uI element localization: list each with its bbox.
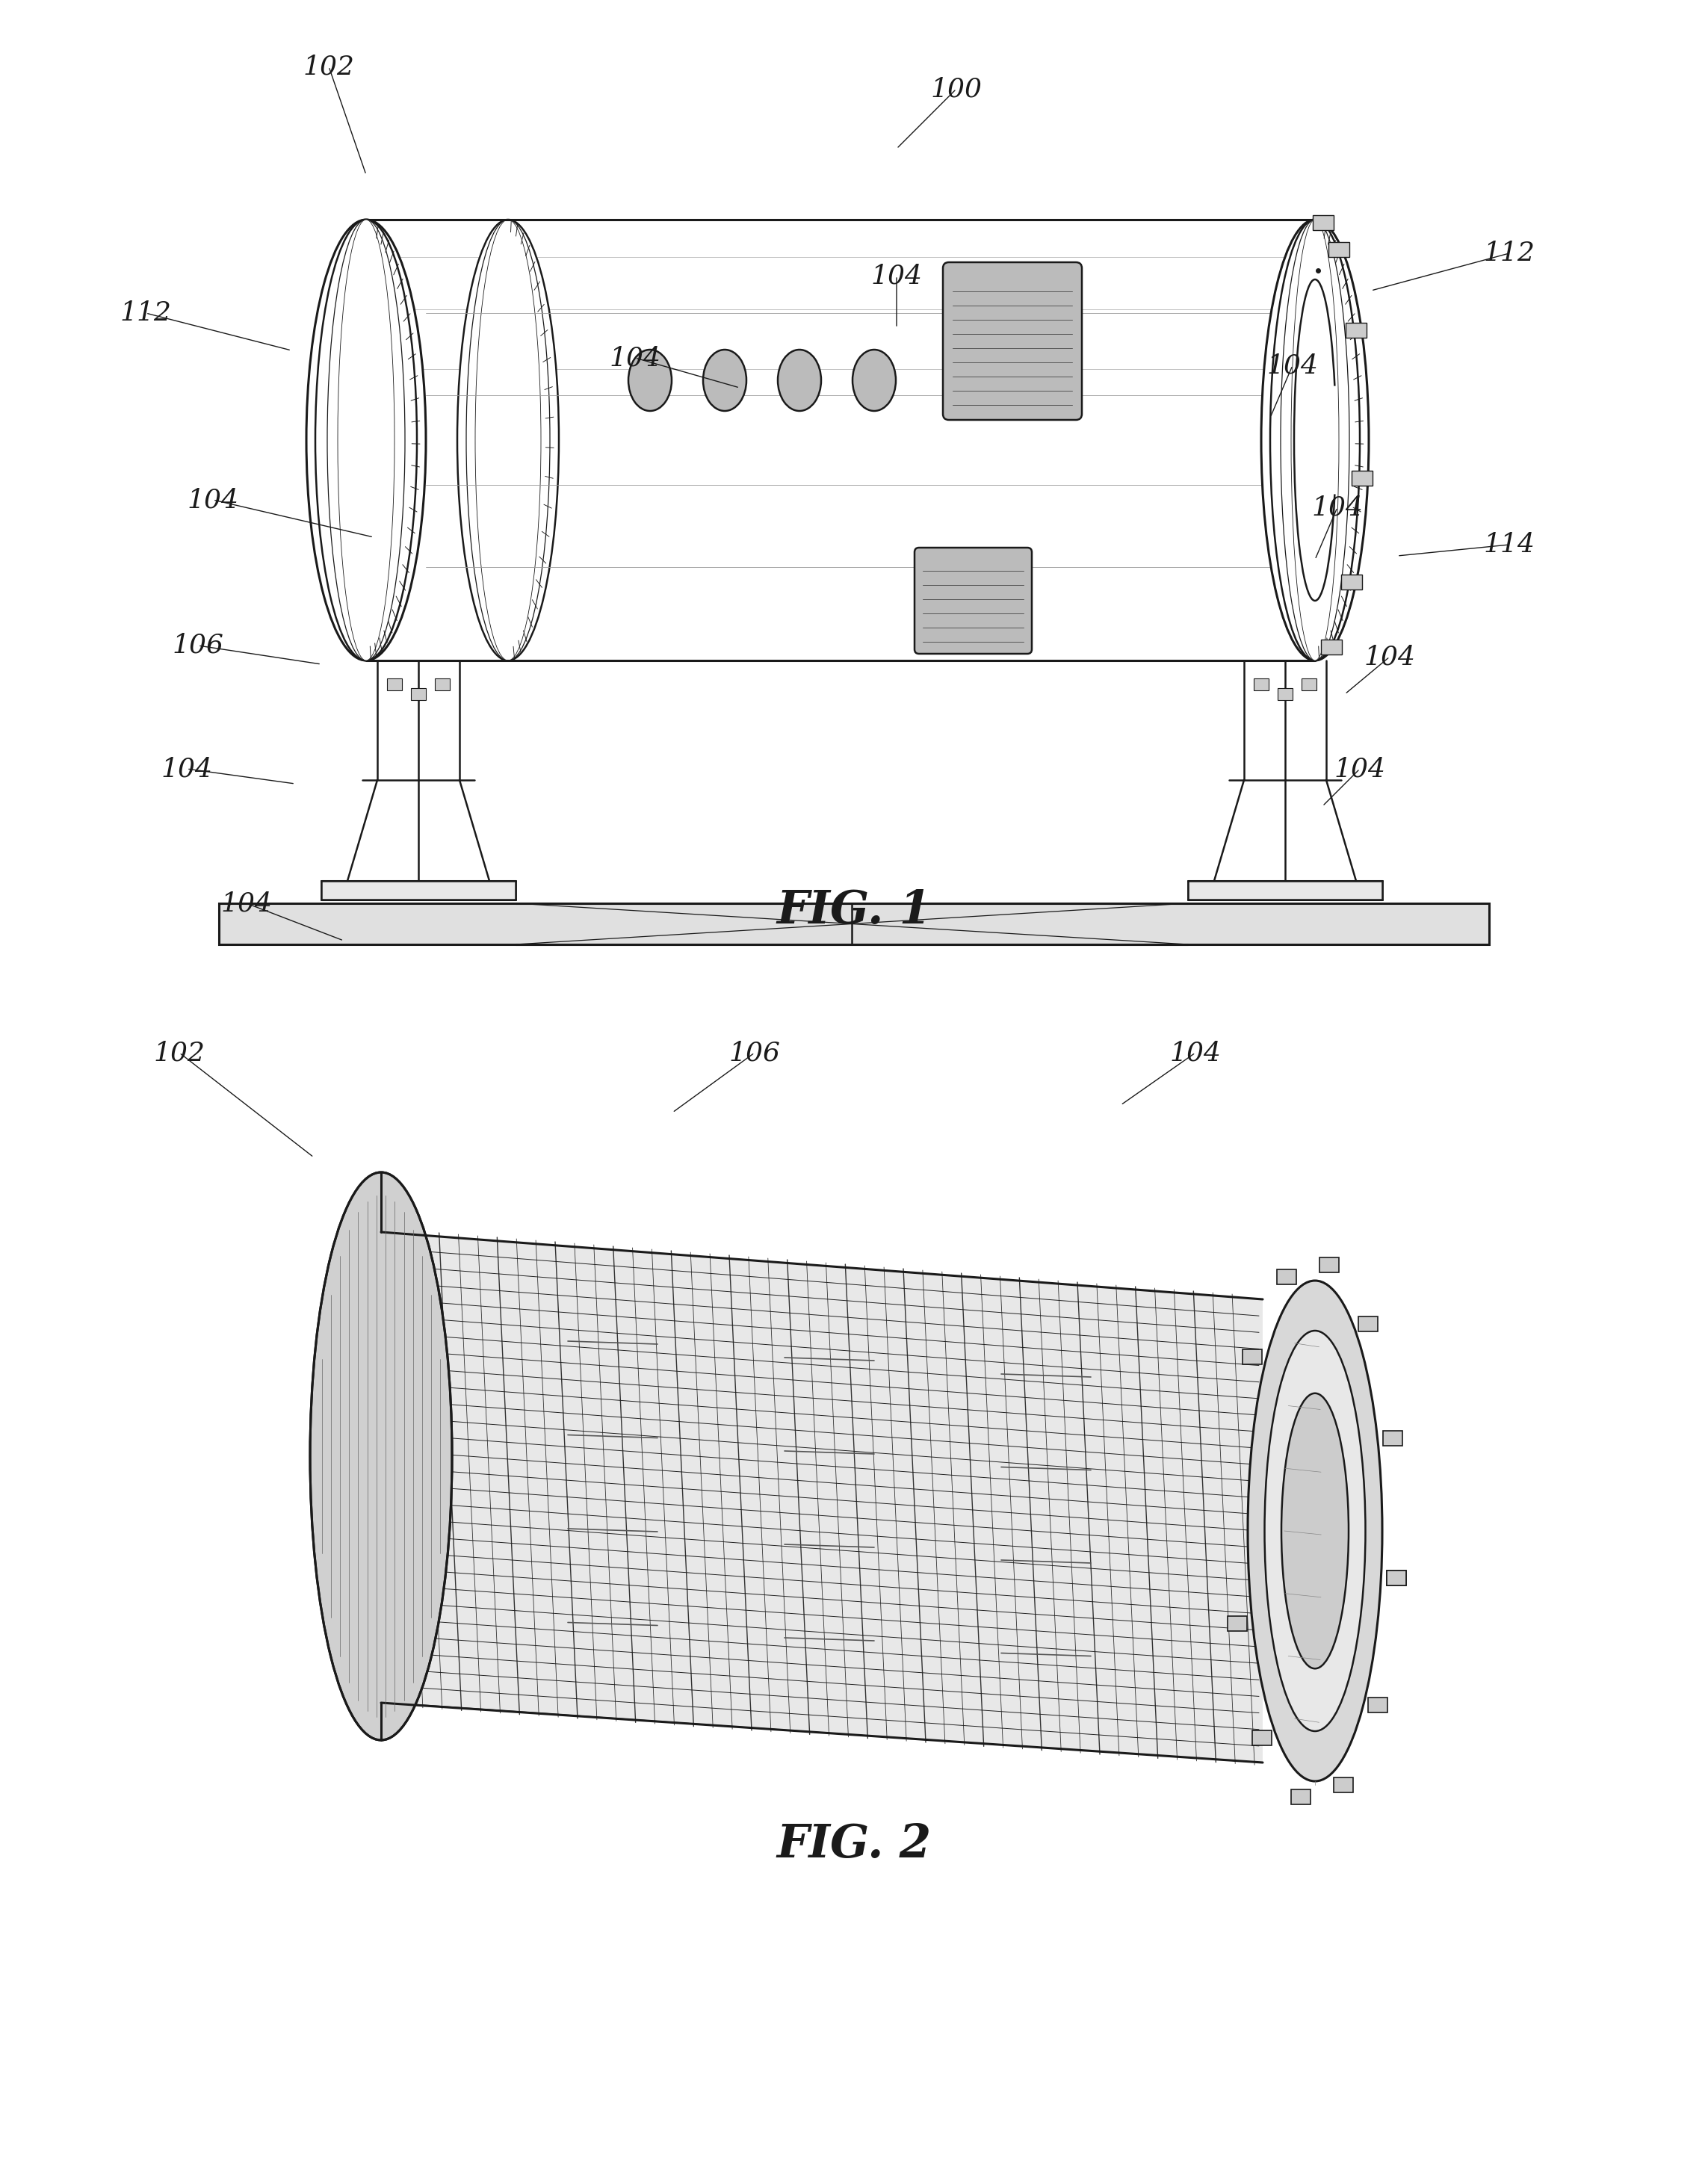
Text: 112: 112 bbox=[1484, 240, 1535, 266]
Polygon shape bbox=[381, 1232, 1262, 1763]
FancyBboxPatch shape bbox=[914, 548, 1032, 654]
Ellipse shape bbox=[316, 219, 417, 661]
Bar bbox=[436, 678, 449, 691]
Bar bbox=[1278, 1269, 1296, 1284]
Ellipse shape bbox=[338, 260, 395, 619]
Text: 104: 104 bbox=[1170, 1040, 1221, 1066]
Text: 104: 104 bbox=[1267, 353, 1319, 379]
Text: 102: 102 bbox=[154, 1040, 205, 1066]
Text: 104: 104 bbox=[188, 487, 239, 513]
Ellipse shape bbox=[328, 219, 405, 661]
Text: 104: 104 bbox=[1334, 756, 1385, 782]
Bar bbox=[1189, 882, 1382, 899]
Bar bbox=[388, 678, 401, 691]
Text: 104: 104 bbox=[1365, 643, 1416, 669]
Bar bbox=[1383, 1432, 1402, 1447]
Bar bbox=[1341, 574, 1361, 589]
Text: FIG. 2: FIG. 2 bbox=[777, 1822, 931, 1867]
Ellipse shape bbox=[1249, 1280, 1382, 1780]
Text: 104: 104 bbox=[1312, 494, 1363, 520]
Bar bbox=[321, 882, 516, 899]
Bar bbox=[1351, 470, 1372, 485]
Ellipse shape bbox=[1281, 238, 1349, 641]
Ellipse shape bbox=[311, 1172, 453, 1739]
Bar bbox=[1252, 1731, 1272, 1746]
Text: 106: 106 bbox=[173, 632, 224, 658]
Ellipse shape bbox=[458, 219, 559, 661]
Text: 106: 106 bbox=[729, 1040, 781, 1066]
Bar bbox=[1278, 689, 1293, 700]
Ellipse shape bbox=[338, 219, 395, 661]
Text: 104: 104 bbox=[220, 890, 272, 916]
Ellipse shape bbox=[306, 219, 425, 661]
Bar bbox=[1368, 1698, 1389, 1711]
Ellipse shape bbox=[1281, 219, 1349, 661]
Ellipse shape bbox=[1261, 219, 1368, 661]
Ellipse shape bbox=[1288, 264, 1342, 615]
Ellipse shape bbox=[1264, 1330, 1365, 1731]
Ellipse shape bbox=[852, 349, 895, 412]
Text: 112: 112 bbox=[120, 301, 171, 325]
Ellipse shape bbox=[328, 243, 405, 639]
FancyBboxPatch shape bbox=[943, 262, 1081, 420]
Bar bbox=[1320, 1256, 1339, 1271]
Ellipse shape bbox=[1281, 1393, 1349, 1668]
Bar bbox=[219, 903, 1489, 944]
Bar bbox=[1329, 243, 1349, 256]
Bar bbox=[1334, 1778, 1353, 1793]
Bar bbox=[1254, 678, 1269, 691]
Polygon shape bbox=[366, 219, 1315, 661]
Text: 104: 104 bbox=[871, 262, 922, 288]
Ellipse shape bbox=[1271, 219, 1360, 661]
Ellipse shape bbox=[466, 219, 550, 661]
Bar bbox=[1387, 1570, 1406, 1586]
Bar bbox=[1301, 678, 1317, 691]
Text: 102: 102 bbox=[302, 54, 355, 80]
Ellipse shape bbox=[777, 349, 822, 412]
Bar bbox=[1358, 1317, 1378, 1332]
Bar bbox=[1242, 1349, 1262, 1365]
Bar bbox=[1228, 1616, 1247, 1631]
Text: 104: 104 bbox=[610, 344, 661, 370]
Ellipse shape bbox=[1291, 219, 1339, 661]
Bar bbox=[1387, 1570, 1406, 1586]
Text: 114: 114 bbox=[1484, 533, 1535, 557]
Ellipse shape bbox=[475, 219, 541, 661]
Ellipse shape bbox=[704, 349, 746, 412]
Bar bbox=[412, 689, 425, 700]
Bar bbox=[1320, 639, 1342, 654]
Text: 104: 104 bbox=[161, 756, 212, 782]
Text: FIG. 1: FIG. 1 bbox=[777, 888, 931, 934]
Text: 100: 100 bbox=[931, 76, 982, 102]
Bar bbox=[1291, 1789, 1310, 1804]
Ellipse shape bbox=[629, 349, 671, 412]
Bar bbox=[1346, 323, 1366, 338]
Bar bbox=[1313, 217, 1334, 230]
